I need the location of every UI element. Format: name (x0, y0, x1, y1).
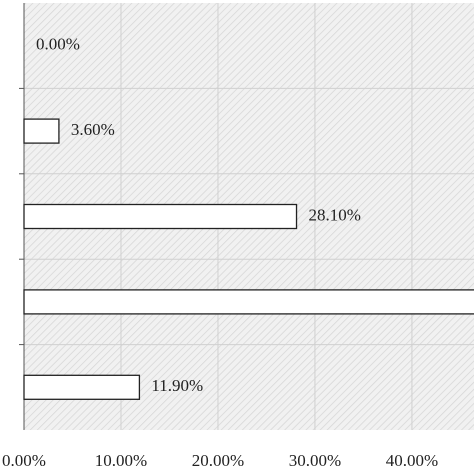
x-tick-label: 30.00% (289, 451, 341, 470)
bar (23, 374, 141, 400)
x-tick-label: 40.00% (386, 451, 438, 470)
x-tick-label: 10.00% (95, 451, 147, 470)
value-label: 0.00% (36, 35, 80, 54)
value-label: 28.10% (309, 205, 361, 224)
x-tick-label: 20.00% (192, 451, 244, 470)
value-label: 11.90% (151, 376, 203, 395)
bar (23, 203, 298, 230)
bar (23, 118, 60, 144)
x-tick-label: 0.00% (2, 451, 46, 470)
value-label: 3.60% (71, 120, 115, 139)
bar (23, 289, 474, 315)
